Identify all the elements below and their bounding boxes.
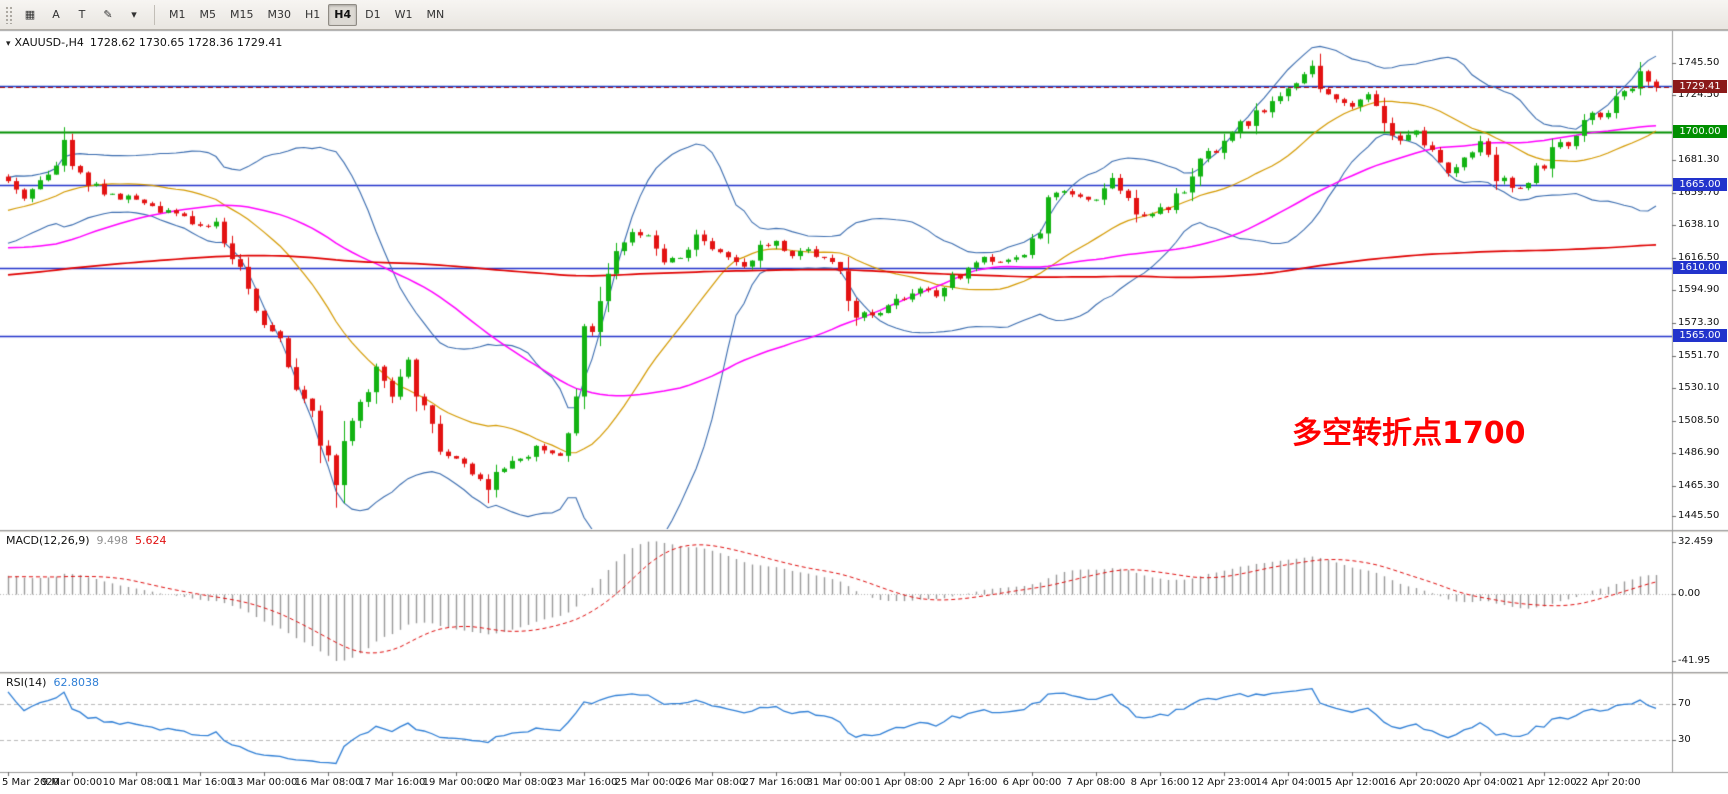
timeframe-button-m5[interactable]: M5 [194, 4, 223, 26]
timeframe-button-m15[interactable]: M15 [224, 4, 260, 26]
toolbar-separator [154, 4, 155, 25]
timeframe-button-m30[interactable]: M30 [262, 4, 298, 26]
dropdown-caret-icon[interactable]: ▾ [122, 4, 146, 26]
timeframe-button-m1[interactable]: M1 [163, 4, 192, 26]
chart-window-icon[interactable]: ▦ [18, 4, 42, 26]
arrow-tool-button[interactable]: A [44, 4, 68, 26]
timeframe-button-mn[interactable]: MN [421, 4, 451, 26]
timeframe-button-h4[interactable]: H4 [328, 3, 358, 26]
tool-button-group: ▦ A T ✎ ▾ [17, 3, 147, 26]
toolbar: ▦ A T ✎ ▾ M1 M5 M15 M30 H1 H4 D1 W1 MN [0, 0, 1728, 30]
timeframe-button-h1[interactable]: H1 [299, 4, 326, 26]
toolbar-grip[interactable] [5, 5, 12, 24]
timeframe-button-d1[interactable]: D1 [359, 4, 386, 26]
timeframe-toolbar: M1 M5 M15 M30 H1 H4 D1 W1 MN [162, 3, 451, 26]
timeframe-button-w1[interactable]: W1 [389, 4, 419, 26]
draw-tools-icon[interactable]: ✎ [96, 4, 120, 26]
text-tool-button[interactable]: T [70, 4, 94, 26]
